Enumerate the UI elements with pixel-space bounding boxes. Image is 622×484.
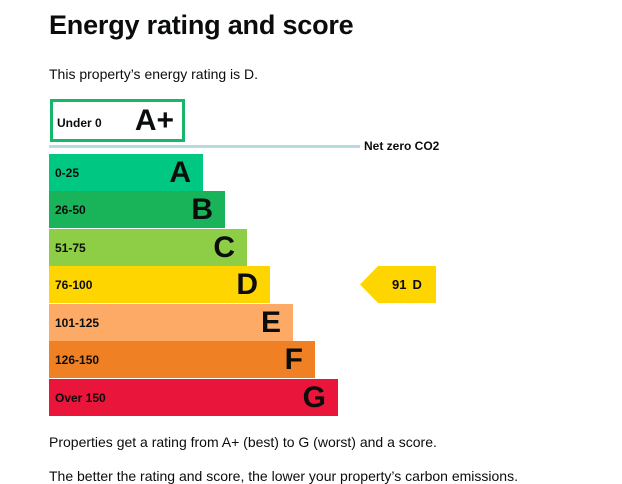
- page-title: Energy rating and score: [49, 10, 354, 40]
- rating-band-e: 101-125 E: [49, 304, 293, 341]
- rating-band-c: 51-75 C: [49, 229, 247, 266]
- net-zero-line: [49, 145, 360, 148]
- current-letter: D: [412, 277, 422, 292]
- band-range-label: Under 0: [57, 116, 102, 130]
- band-letter: C: [213, 231, 235, 264]
- rating-band-a-plus: Under 0 A+: [50, 99, 185, 142]
- rating-band-b: 26-50 B: [49, 191, 225, 228]
- band-letter: E: [260, 306, 281, 339]
- band-range-label: Over 150: [55, 391, 106, 405]
- band-range-label: 76-100: [55, 278, 93, 292]
- band-letter: G: [302, 381, 326, 414]
- current-rating-text: 91 D: [392, 277, 422, 292]
- current-score: 91: [392, 277, 407, 292]
- band-letter: A: [169, 156, 191, 189]
- band-letter: A+: [134, 104, 174, 137]
- band-range-label: 0-25: [55, 166, 80, 180]
- band-letter: B: [191, 193, 213, 226]
- band-letter: D: [236, 268, 258, 301]
- energy-rating-summary: This property’s energy rating is D.: [49, 66, 259, 82]
- rating-band-a: 0-25 A: [49, 154, 203, 191]
- rating-arrow-shape: [360, 266, 436, 303]
- rating-benefit-text: The better the rating and score, the low…: [49, 468, 518, 484]
- rating-band-f: 126-150 F: [49, 341, 315, 378]
- band-range-label: 126-150: [55, 353, 100, 367]
- band-range-label: 101-125: [55, 316, 100, 330]
- rating-band-g: Over 150 G: [49, 379, 338, 416]
- rating-band-d: 76-100 D: [49, 266, 270, 303]
- net-zero-label: Net zero CO2: [364, 139, 440, 153]
- band-range-label: 51-75: [55, 241, 86, 255]
- current-rating-indicator: 91 D: [360, 266, 436, 303]
- band-letter: F: [284, 343, 303, 376]
- band-range-label: 26-50: [55, 203, 86, 217]
- rating-explanation: Properties get a rating from A+ (best) t…: [49, 434, 437, 450]
